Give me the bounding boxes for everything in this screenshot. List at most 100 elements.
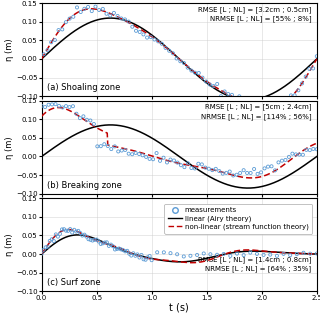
Point <box>233 98 238 103</box>
Point <box>63 228 68 233</box>
Point <box>248 250 253 255</box>
Point <box>115 13 120 19</box>
Point <box>102 240 107 245</box>
Point <box>178 163 183 168</box>
Point <box>154 150 159 156</box>
Point <box>220 171 225 176</box>
Point <box>84 117 90 122</box>
Point <box>133 150 138 156</box>
Point <box>55 234 60 239</box>
Point <box>72 227 77 232</box>
Point <box>92 237 97 242</box>
Point <box>60 227 65 232</box>
Point <box>270 106 275 111</box>
Point <box>123 249 128 254</box>
Point <box>139 252 144 258</box>
Point <box>201 251 206 256</box>
Point <box>314 54 319 59</box>
Point <box>63 104 68 109</box>
Point <box>119 148 124 153</box>
Point <box>268 252 273 257</box>
Point <box>123 17 128 22</box>
Point <box>52 37 57 43</box>
Point <box>300 81 305 86</box>
Point <box>133 253 138 258</box>
Point <box>147 156 152 161</box>
Point <box>292 93 297 98</box>
Point <box>211 84 216 89</box>
Point <box>50 102 55 107</box>
Point <box>145 255 150 260</box>
Point <box>196 161 201 166</box>
Point <box>178 59 183 64</box>
Point <box>82 232 87 237</box>
Point <box>84 234 89 239</box>
Point <box>229 92 235 97</box>
Point <box>314 147 319 152</box>
Point <box>85 4 91 10</box>
Point <box>272 168 277 173</box>
Point <box>266 106 271 111</box>
Point <box>300 152 305 157</box>
Point <box>304 147 309 152</box>
Point <box>140 153 145 158</box>
Point <box>241 252 246 258</box>
Point <box>244 101 249 106</box>
Point <box>110 244 116 249</box>
Point <box>75 5 80 10</box>
Point <box>262 166 267 171</box>
Point <box>181 254 186 259</box>
Point <box>104 11 109 16</box>
Point <box>238 171 243 176</box>
Point <box>234 172 239 177</box>
Point <box>41 247 46 252</box>
Point <box>60 105 65 110</box>
Point <box>104 240 109 245</box>
Point <box>308 251 313 256</box>
Point <box>279 158 284 163</box>
Point <box>189 165 194 171</box>
Point <box>119 16 124 21</box>
Point <box>259 106 264 111</box>
Point <box>168 157 173 162</box>
Point <box>43 105 48 110</box>
Point <box>116 246 122 251</box>
Point <box>204 79 209 84</box>
Point <box>137 29 142 35</box>
Point <box>303 74 308 79</box>
Point <box>175 252 180 257</box>
Point <box>231 173 236 178</box>
Point <box>255 105 260 110</box>
Point <box>263 105 268 110</box>
Point <box>100 6 105 12</box>
Point <box>241 168 246 173</box>
Point <box>214 252 220 257</box>
Point <box>78 10 83 15</box>
Point <box>301 250 306 255</box>
Point <box>163 45 168 51</box>
Point <box>89 9 94 14</box>
Legend: measurements, linear (Airy theory), non-linear (stream function theory): measurements, linear (Airy theory), non-… <box>164 204 312 234</box>
Point <box>215 81 220 86</box>
Point <box>130 24 135 29</box>
Point <box>46 102 51 107</box>
Point <box>228 253 233 259</box>
Point <box>51 238 56 244</box>
Point <box>88 237 93 242</box>
Point <box>155 250 160 255</box>
Point <box>189 68 194 73</box>
Point <box>70 104 76 109</box>
Point <box>226 92 231 97</box>
Point <box>297 152 302 157</box>
Point <box>294 252 300 257</box>
Point <box>41 52 46 57</box>
Point <box>224 170 229 175</box>
Point <box>82 6 87 11</box>
Point <box>200 75 205 80</box>
Point <box>148 35 153 40</box>
Point <box>126 19 131 24</box>
Point <box>74 111 79 116</box>
Point <box>286 154 292 159</box>
Text: RMSE [L ; NL] = [1.4cm ; 0.8cm]
NRMSE [L ; NL] = [64% ; 35%]: RMSE [L ; NL] = [1.4cm ; 0.8cm] NRMSE [L… <box>198 256 311 272</box>
Point <box>185 65 190 70</box>
